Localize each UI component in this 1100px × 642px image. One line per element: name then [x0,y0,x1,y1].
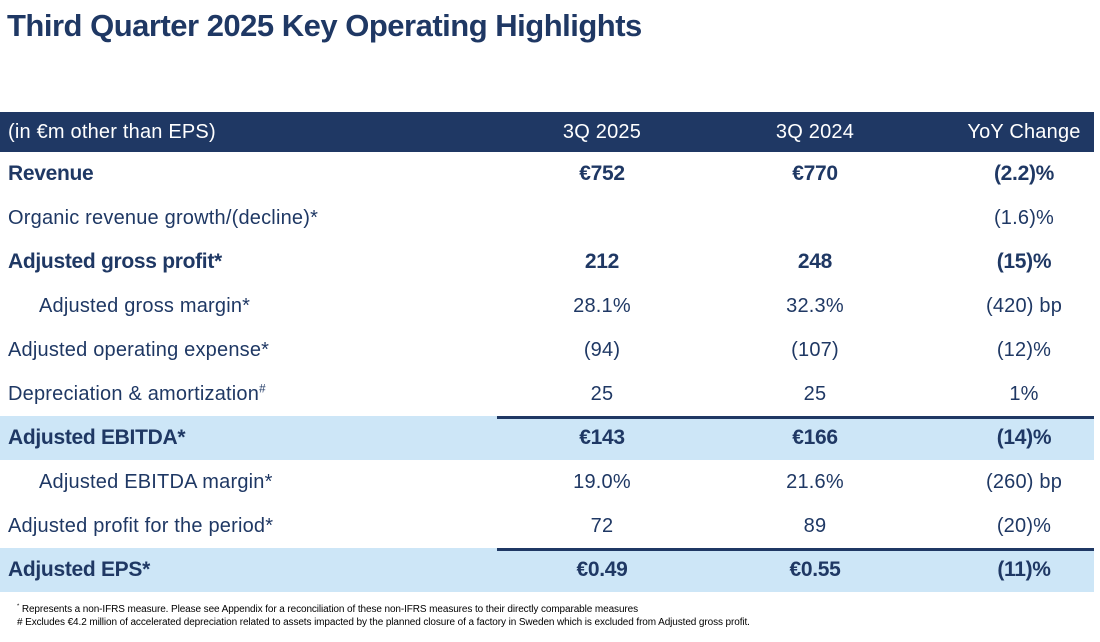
value-3q2024: €0.55 [789,558,841,581]
value-3q2024: €770 [792,162,838,185]
value-3q2025: 19.0% [573,470,631,493]
value-yoy-change: (2.2)% [993,162,1055,185]
value-3q2025: €752 [579,162,625,185]
value-3q2025: €0.49 [576,558,628,581]
row-label: Adjusted operating expense* [8,338,270,361]
value-yoy-change: (20)% [996,514,1052,537]
value-yoy-change: (1.6)% [993,206,1055,229]
table-row: Adjusted EBITDA* €143 €166 (14)% [0,416,1094,460]
footnote: * Represents a non-IFRS measure. Please … [17,603,638,615]
value-yoy-change: (11)% [997,558,1051,581]
header-col-yoy-change: YoY Change [967,120,1081,143]
value-3q2024: 89 [803,514,827,537]
page-title: Third Quarter 2025 Key Operating Highlig… [7,8,642,43]
highlights-table: (in €m other than EPS) 3Q 2025 3Q 2024 Y… [0,112,1094,592]
table-row: Adjusted profit for the period* 72 89 (20)% [0,504,1094,548]
value-3q2025: 28.1% [573,294,631,317]
value-3q2024: (107) [791,338,839,361]
value-yoy-change: 1% [1009,382,1039,405]
row-label: Adjusted gross profit* [8,250,222,273]
row-label: Adjusted gross margin* [39,294,251,317]
value-yoy-change: (420) bp [985,294,1063,317]
row-label: Organic revenue growth/(decline)* [8,206,319,229]
footnote-marker: * [17,603,20,610]
value-3q2024: €166 [792,426,838,449]
header-units-label: (in €m other than EPS) [8,120,216,143]
table-row: Adjusted operating expense* (94) (107) (12)… [0,328,1094,372]
row-label: Adjusted EBITDA* [8,426,186,449]
value-3q2025: 212 [584,250,620,273]
value-3q2025: €143 [579,426,625,449]
footnote: # Excludes €4.2 million of accelerated d… [17,616,750,628]
value-3q2024: 248 [797,250,833,273]
value-yoy-change: (15)% [996,250,1052,273]
value-yoy-change: (12)% [996,338,1052,361]
row-label: Adjusted EPS* [8,558,150,581]
value-3q2025: 25 [590,382,614,405]
row-label: Depreciation & amortization# [8,381,266,405]
table-row: Depreciation & amortization# 25 25 1% [0,372,1094,416]
value-3q2024: 21.6% [786,470,844,493]
header-col-3q2024: 3Q 2024 [775,120,855,143]
row-label: Adjusted profit for the period* [8,514,274,537]
header-col-3q2025: 3Q 2025 [562,120,642,143]
table-row: Adjusted EPS* €0.49 €0.55 (11)% [0,548,1094,592]
table-row: Revenue €752 €770 (2.2)% [0,152,1094,196]
row-label: Revenue [8,162,94,185]
value-3q2024: 25 [803,382,827,405]
value-3q2025: (94) [583,338,621,361]
footnotes: * Represents a non-IFRS measure. Please … [17,604,750,629]
table-row: Adjusted gross profit* 212 248 (15)% [0,240,1094,284]
value-3q2025: 72 [590,514,614,537]
table-row: Organic revenue growth/(decline)* (1.6)% [0,196,1094,240]
table-header-row: (in €m other than EPS) 3Q 2025 3Q 2024 Y… [0,112,1094,152]
value-3q2024: 32.3% [786,294,844,317]
row-label: Adjusted EBITDA margin* [39,470,273,493]
value-yoy-change: (260) bp [985,470,1063,493]
value-yoy-change: (14)% [996,426,1052,449]
table-body: Revenue €752 €770 (2.2)% Organic revenue gro… [0,152,1094,592]
table-row: Adjusted gross margin* 28.1% 32.3% (420) bp [0,284,1094,328]
label-superscript: # [259,381,266,395]
table-row: Adjusted EBITDA margin* 19.0% 21.6% (260) b… [0,460,1094,504]
